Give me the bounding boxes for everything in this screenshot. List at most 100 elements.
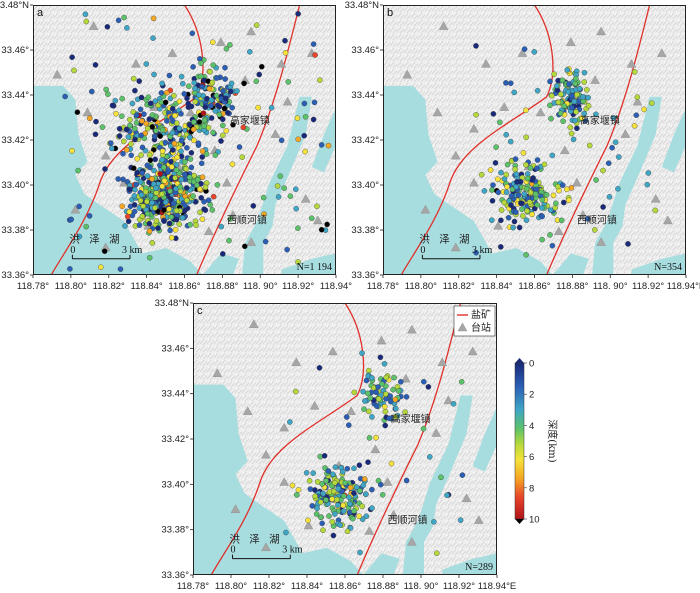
earthquake-dot: [547, 78, 553, 85]
y-tick-label: 33.46°: [351, 45, 379, 56]
right-water: [661, 107, 686, 173]
earthquake-dot: [520, 213, 526, 219]
earthquake-dot: [162, 99, 169, 106]
earthquake-dot: [458, 379, 465, 385]
earthquake-dot: [318, 226, 325, 233]
earthquake-dot: [181, 91, 188, 97]
earthquake-dot: [514, 179, 520, 185]
x-tick-label: 118.78°: [367, 281, 399, 292]
earthquake-dot: [323, 497, 329, 503]
earthquake-dot: [176, 98, 183, 105]
earthquake-dot: [152, 205, 158, 211]
x-tick-label: 118.78°: [177, 581, 209, 592]
station-triangle: [596, 26, 607, 36]
earthquake-dot: [311, 99, 318, 106]
earthquake-dot: [210, 129, 216, 136]
colorbar-tick-label: 2: [529, 390, 534, 401]
earthquake-dot: [168, 234, 175, 241]
earthquake-dot: [312, 487, 318, 493]
earthquake-dot: [157, 171, 163, 177]
earthquake-dot: [247, 49, 253, 55]
earthquake-dot: [98, 264, 104, 270]
earthquake-dot: [420, 425, 427, 432]
earthquake-dot: [490, 111, 497, 117]
y-tick-label: 33.36°: [161, 570, 189, 581]
x-tick-label: 118.86°: [168, 281, 200, 292]
earthquake-dot: [631, 69, 638, 75]
earthquake-dot: [119, 113, 125, 119]
place-label-hongze-lake: 洪 泽 湖: [419, 234, 472, 246]
station-triangle: [291, 357, 302, 367]
earthquake-dot: [236, 144, 243, 150]
earthquake-dot: [183, 166, 189, 172]
earthquake-dot: [541, 161, 548, 168]
earthquake-dot: [524, 208, 530, 214]
earthquake-dot: [323, 478, 329, 484]
earthquake-dot: [341, 493, 347, 499]
y-tick-label: 33.38°: [161, 525, 189, 536]
earthquake-dot: [173, 167, 180, 173]
earthquake-dot: [581, 110, 587, 117]
earthquake-dot: [213, 92, 220, 99]
earthquake-dot: [144, 162, 151, 169]
earthquake-dot: [367, 395, 374, 401]
earthquake-dot: [335, 502, 341, 508]
earthquake-dot: [131, 193, 138, 199]
station-triangle: [467, 346, 478, 356]
station-triangle: [438, 21, 449, 30]
earthquake-dot: [360, 482, 367, 489]
earthquake-dot: [457, 517, 464, 523]
earthquake-dot: [523, 107, 529, 114]
earthquake-dot: [123, 126, 130, 133]
station-triangle: [431, 428, 442, 437]
earthquake-dot: [473, 249, 479, 256]
earthquake-dot: [560, 118, 566, 124]
earthquake-dot: [481, 188, 488, 194]
scale-bar-zero: 0: [231, 545, 236, 556]
earthquake-dot: [198, 73, 204, 80]
x-tick-label: 118. 90°: [243, 281, 278, 292]
earthquake-dot: [586, 142, 593, 149]
earthquake-dot: [161, 207, 167, 213]
earthquake-dot: [281, 185, 287, 191]
earthquake-dot: [356, 513, 362, 519]
earthquake-dot: [268, 104, 275, 111]
panel-frame: [383, 5, 686, 275]
earthquake-dot: [220, 132, 226, 139]
earthquake-dot: [188, 164, 195, 171]
earthquake-dot: [524, 175, 531, 182]
earthquake-dot: [334, 496, 340, 503]
x-tick-label: 118.88°: [206, 281, 238, 292]
earthquake-dot: [571, 98, 578, 105]
earthquake-dot: [340, 502, 346, 509]
earthquake-dot: [505, 214, 512, 221]
earthquake-dot: [150, 15, 157, 22]
earthquake-dot: [340, 508, 347, 514]
earthquake-dot: [434, 550, 440, 556]
earthquake-dot: [172, 227, 179, 233]
y-tick-label: 33.36°: [351, 270, 379, 281]
place-label-xishunhe: 西顺河镇: [577, 214, 617, 227]
earthquake-dot: [438, 474, 444, 481]
earthquake-dot: [289, 482, 296, 489]
earthquake-dot: [178, 111, 184, 117]
station-triangle: [473, 515, 484, 524]
earthquake-dot: [162, 199, 169, 206]
station-triangle: [216, 37, 226, 46]
earthquake-dot: [199, 83, 205, 90]
earthquake-dot: [116, 125, 123, 132]
earthquake-dot: [104, 24, 111, 30]
earthquake-dot: [557, 110, 564, 117]
legend-station-symbol: [457, 322, 468, 332]
earthquake-dot: [605, 160, 612, 166]
earthquake-dot: [161, 164, 167, 170]
earthquake-dot: [539, 236, 545, 243]
earthquake-dot: [324, 221, 330, 228]
earthquake-dot: [402, 409, 408, 415]
earthquake-dot: [490, 182, 496, 188]
earthquake-dot: [332, 511, 338, 517]
earthquake-dot: [199, 174, 206, 180]
earthquake-dot: [197, 209, 203, 216]
earthquake-dot: [363, 491, 369, 497]
earthquake-dot: [155, 225, 161, 231]
